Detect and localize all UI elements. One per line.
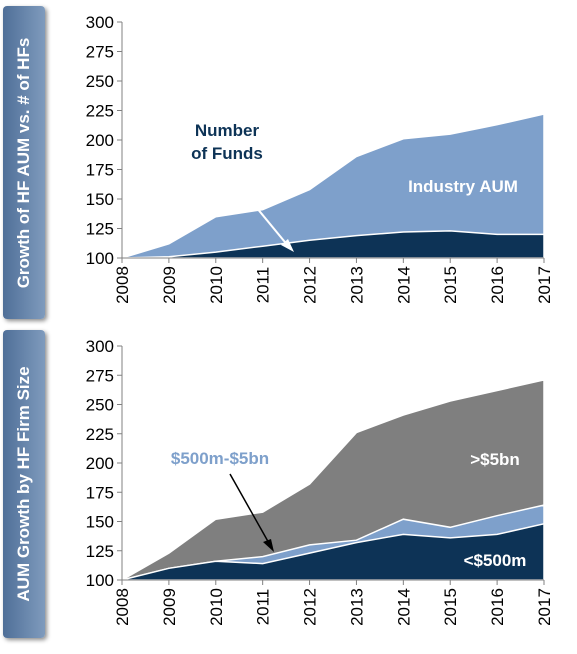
aum-by-firm-size-chart: 100 125 150 175 200 225 250 275 300 2008 2009 2010 2… xyxy=(86,337,554,626)
aum-vs-funds-chart: 100 125 150 175 200 225 250 275 300 2008 2009 2010 2… xyxy=(86,13,554,304)
y-tick-label: 300 xyxy=(86,13,114,32)
annotation-mid-size: $500m-$5bn xyxy=(171,449,269,468)
chart1-ylabel-box: Growth of HF AUM vs. # of HFs xyxy=(3,6,45,319)
x-tick-label: 2012 xyxy=(301,266,320,304)
annotation-small: <$500m xyxy=(464,551,527,570)
y-tick-label: 175 xyxy=(86,483,114,502)
area-500m xyxy=(121,522,545,581)
y-tick-label: 275 xyxy=(86,366,114,385)
chart2-ylabel-box: AUM Growth by HF Firm Size xyxy=(3,330,45,638)
mid-size-arrowhead xyxy=(263,539,274,552)
x-tick-label: 2011 xyxy=(254,589,273,626)
annotation-number-of-funds-line1: Number xyxy=(195,121,260,140)
x-tick-label: 2016 xyxy=(488,266,507,304)
y-tick-label: 250 xyxy=(86,72,114,91)
y-tick-label: 150 xyxy=(86,190,114,209)
y-tick-label: 300 xyxy=(86,337,114,356)
y-tick-label: 275 xyxy=(86,43,114,62)
x-tick-label: 2009 xyxy=(160,588,179,626)
x-tick-label: 2015 xyxy=(441,266,460,304)
x-tick-label: 2010 xyxy=(207,588,226,626)
mid-size-arrow xyxy=(229,473,271,546)
y-tick-label: 200 xyxy=(86,131,114,150)
x-tick-label: 2008 xyxy=(113,266,132,304)
annotation-industry-aum: Industry AUM xyxy=(408,177,518,196)
x-tick-label: 2017 xyxy=(535,588,554,626)
number-of-funds-arrowhead xyxy=(281,239,294,252)
x-tick-label: 2013 xyxy=(347,588,366,626)
x-tick-label: 2017 xyxy=(535,266,554,304)
y-tick-label: 250 xyxy=(86,396,114,415)
x-tick-label: 2011 xyxy=(254,267,273,304)
x-tick-label: 2014 xyxy=(394,588,413,626)
y-tick-label: 225 xyxy=(86,425,114,444)
y-tick-label: 100 xyxy=(86,249,114,268)
number-of-funds-arrow xyxy=(246,195,290,248)
area-number-of-funds xyxy=(121,230,545,259)
annotation-number-of-funds-line2: of Funds xyxy=(191,144,263,163)
y-tick-label: 175 xyxy=(86,161,114,180)
y-tick-label: 200 xyxy=(86,454,114,473)
y-tick-label: 125 xyxy=(86,220,114,239)
x-tick-label: 2010 xyxy=(207,266,226,304)
y-tick-label: 125 xyxy=(86,542,114,561)
y-tick-label: 150 xyxy=(86,513,114,532)
y-tick-label: 225 xyxy=(86,102,114,121)
annotation-large: >$5bn xyxy=(470,450,520,469)
x-tick-label: 2008 xyxy=(113,588,132,626)
y-tick-label: 100 xyxy=(86,571,114,590)
x-tick-label: 2009 xyxy=(160,266,179,304)
x-tick-label: 2015 xyxy=(441,588,460,626)
x-tick-label: 2012 xyxy=(301,588,320,626)
area-industry-aum xyxy=(121,113,545,259)
x-tick-label: 2014 xyxy=(394,266,413,304)
x-tick-label: 2013 xyxy=(347,266,366,304)
x-tick-label: 2016 xyxy=(488,588,507,626)
